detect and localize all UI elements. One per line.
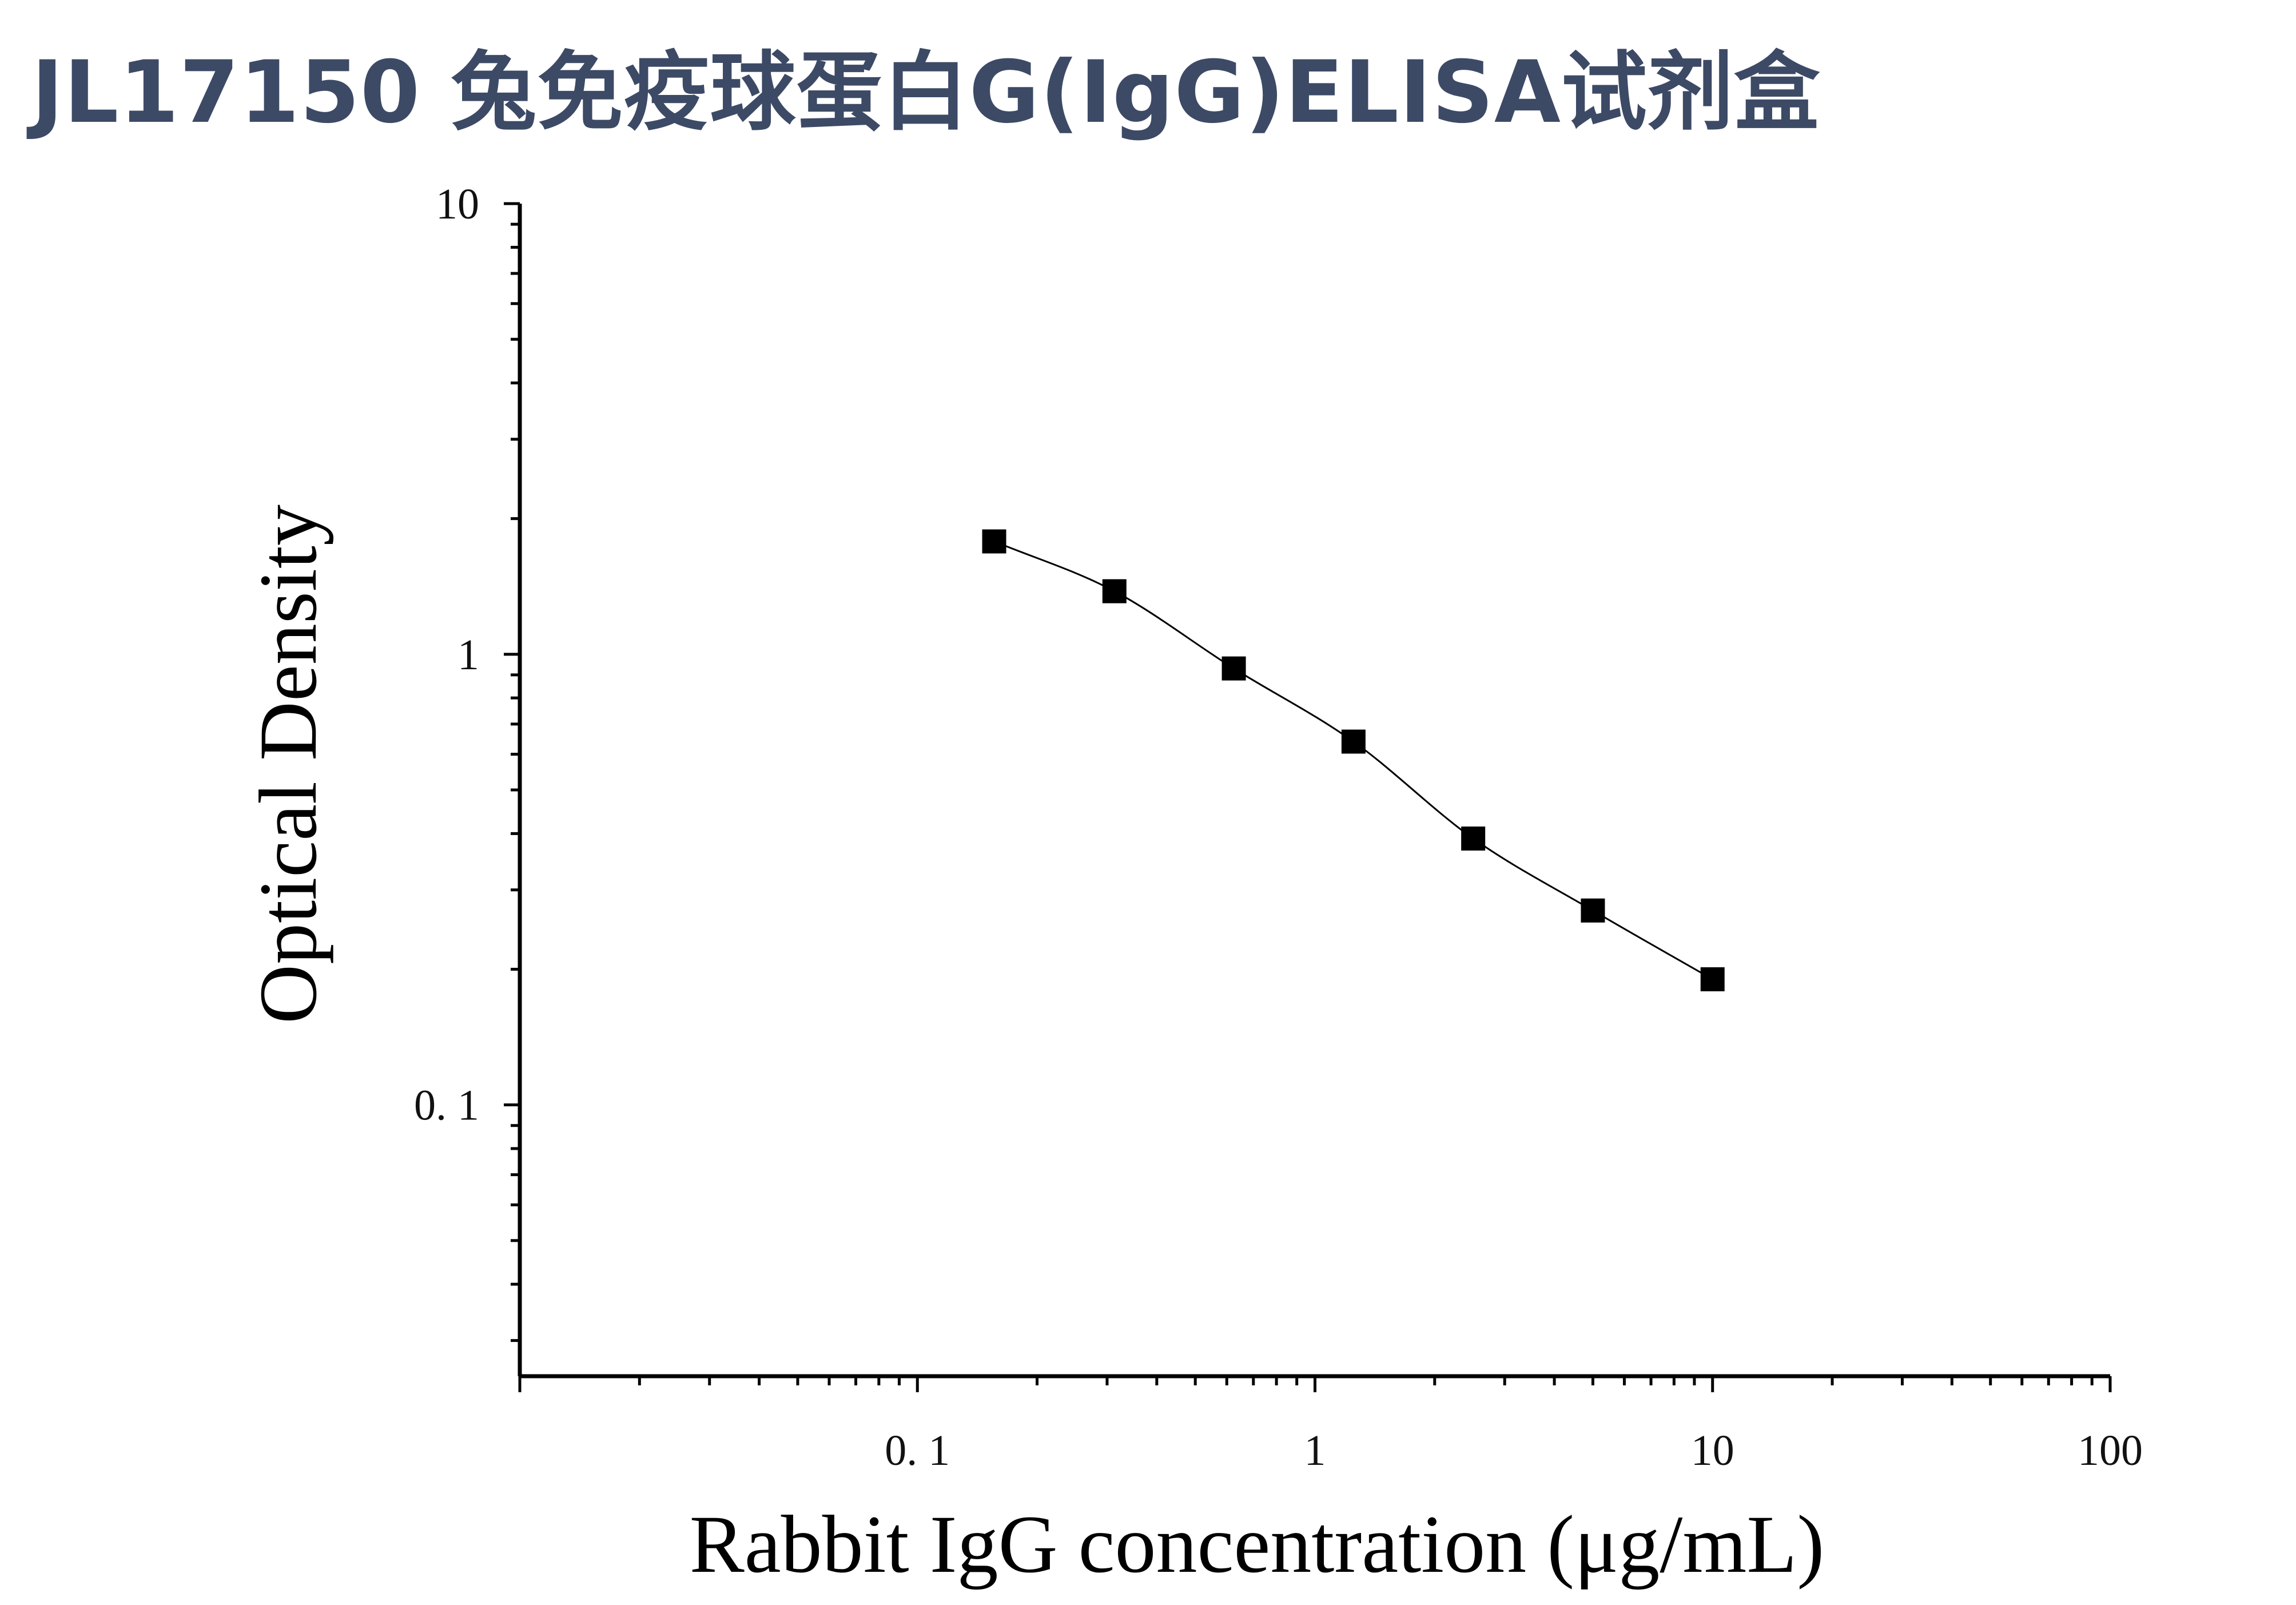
y-tick-label: 0. 1 (414, 1082, 479, 1130)
data-point (1700, 967, 1725, 992)
x-tick-label: 1 (1304, 1427, 1326, 1475)
x-tick-label: 100 (2078, 1427, 2143, 1475)
data-point (1102, 579, 1127, 603)
x-ticks (518, 1376, 2112, 1392)
data-point (1221, 656, 1246, 681)
x-tick-label: 10 (1691, 1427, 1734, 1475)
y-axis: 0. 1 1 10 (414, 180, 522, 1376)
x-axis-title: Rabbit IgG concentration (μg/mL) (690, 1499, 1825, 1590)
data-point (982, 529, 1006, 554)
data-point (1461, 827, 1486, 851)
y-tick-label: 10 (436, 180, 479, 228)
data-point (1341, 729, 1366, 754)
data-markers (982, 529, 1725, 992)
x-tick-labels: 0. 1 1 10 100 (885, 1427, 2143, 1475)
x-tick-label: 0. 1 (885, 1427, 950, 1475)
y-tick-labels: 0. 1 1 10 (414, 180, 479, 1130)
y-ticks (504, 202, 520, 1342)
y-axis-title: Optical Density (243, 504, 334, 1024)
y-tick-label: 1 (457, 631, 479, 679)
page-title: JL17150 兔免疫球蛋白G(IgG)ELISA试剂盒 (31, 43, 1820, 142)
x-axis: 0. 1 1 10 100 (518, 1374, 2143, 1475)
data-point (1581, 898, 1605, 923)
